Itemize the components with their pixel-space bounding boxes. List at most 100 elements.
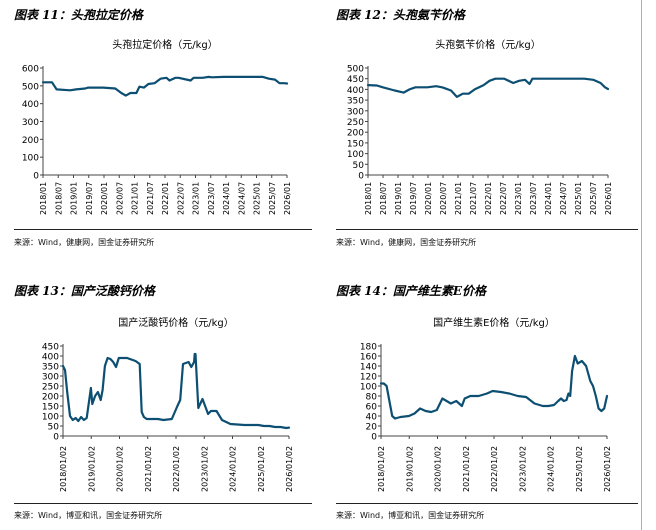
y-tick-label: 150 [42, 403, 59, 413]
x-tick-label: 2024/07 [559, 182, 568, 215]
y-tick-label: 400 [22, 100, 39, 110]
chart-title: 国产泛酸钙价格（元/kg） [118, 316, 234, 329]
divider-line [336, 503, 638, 504]
chart-fig11: 头孢拉定价格（元/kg） 0 100 200 300 400 500 600 2018/01 20… [22, 38, 292, 215]
y-tick-label: 600 [22, 65, 39, 75]
chart-source: 来源：Wind，博亚和讯，国金证券研究所 [336, 511, 485, 520]
x-tick-label: 2020/01/02 [116, 446, 125, 492]
x-tick-label: 2026/01 [604, 182, 613, 215]
x-tick-label: 2025/01/02 [257, 446, 266, 492]
x-tick-label: 2025/07 [589, 182, 598, 215]
x-tick-label: 2018/01 [39, 182, 48, 215]
y-tick-label: 400 [347, 86, 364, 96]
x-tick-label: 2020/01 [100, 182, 109, 215]
x-tick-label: 2022/01 [161, 182, 170, 215]
x-tick-label: 2023/01/02 [518, 446, 527, 492]
x-tick-label: 2022/01/02 [172, 446, 181, 492]
x-tick-label: 2023/07 [207, 182, 216, 215]
y-tick-label: 100 [360, 383, 377, 393]
y-tick-label: 200 [42, 393, 59, 403]
x-tick-label: 2018/01 [364, 182, 373, 215]
x-tick-label: 2018/01/02 [59, 446, 68, 492]
figure-label: 图表 12：头孢氨苄价格 [336, 8, 465, 22]
y-tick-label: 450 [347, 75, 364, 85]
x-tick-label: 2021/01 [454, 182, 463, 215]
x-tick-label: 2021/07 [146, 182, 155, 215]
x-tick-label: 2025/01 [253, 182, 262, 215]
x-tick-label: 2023/07 [529, 182, 538, 215]
chart-fig12: 头孢氨苄价格（元/kg） 0501001502002503003504004505… [347, 38, 613, 215]
page-edge-line [641, 0, 642, 530]
y-tick-label: 0 [371, 433, 377, 443]
chart-source: 来源：Wind，健康网，国金证券研究所 [336, 238, 477, 247]
x-tick-label: 2024/01 [544, 182, 553, 215]
x-tick-label: 2025/01/02 [575, 446, 584, 492]
x-tick-label: 2021/01/02 [144, 446, 153, 492]
x-tick-label: 2024/01 [222, 182, 231, 215]
y-tick-label: 40 [366, 413, 378, 423]
x-tick-label: 2019/01 [394, 182, 403, 215]
x-tick-label: 2019/01/02 [405, 446, 414, 492]
divider-line [14, 229, 312, 230]
y-tick-label: 100 [347, 150, 364, 160]
y-tick-label: 100 [22, 154, 39, 164]
series-line [379, 354, 609, 420]
x-tick-label: 2022/01/02 [490, 446, 499, 492]
x-tick-label: 2026/01 [283, 182, 292, 215]
x-tick-label: 2021/01/02 [462, 446, 471, 492]
x-tick-label: 2024/01/02 [547, 446, 556, 492]
x-tick-label: 2018/07 [379, 182, 388, 215]
chart-fig13: 国产泛酸钙价格（元/kg） 050100150200250300350400450… [42, 316, 294, 492]
x-tick-label: 2023/01 [192, 182, 201, 215]
y-tick-label: 140 [360, 363, 377, 373]
y-tick-label: 20 [366, 423, 378, 433]
x-tick-label: 2019/07 [85, 182, 94, 215]
series-line [366, 77, 610, 99]
y-tick-label: 350 [42, 363, 59, 373]
y-tick-label: 300 [347, 107, 364, 117]
y-tick-label: 100 [42, 413, 59, 423]
y-tick-label: 250 [347, 118, 364, 128]
figure-label: 图表 14：国产维生素E价格 [336, 284, 487, 298]
x-tick-label: 2020/01/02 [434, 446, 443, 492]
y-tick-label: 80 [366, 393, 378, 403]
y-tick-label: 250 [42, 383, 59, 393]
series-line [61, 352, 291, 430]
x-tick-label: 2025/07 [268, 182, 277, 215]
x-tick-label: 2019/07 [409, 182, 418, 215]
x-tick-label: 2019/01/02 [87, 446, 96, 492]
chart-source: 来源：Wind，健康网，国金证券研究所 [14, 238, 155, 247]
series-line [41, 75, 289, 97]
x-tick-label: 2019/01 [70, 182, 79, 215]
y-tick-label: 400 [42, 353, 59, 363]
y-tick-label: 200 [22, 136, 39, 146]
x-tick-label: 2024/01/02 [229, 446, 238, 492]
y-tick-label: 150 [347, 139, 364, 149]
divider-line [336, 229, 638, 230]
y-tick-label: 0 [33, 172, 39, 182]
x-tick-label: 2022/07 [499, 182, 508, 215]
x-tick-label: 2020/07 [115, 182, 124, 215]
x-tick-label: 2023/01/02 [200, 446, 209, 492]
x-tick-label: 2018/01/02 [377, 446, 386, 492]
x-tick-label: 2020/01 [424, 182, 433, 215]
x-tick-label: 2024/07 [237, 182, 246, 215]
x-tick-label: 2025/01 [574, 182, 583, 215]
y-tick-label: 60 [366, 403, 378, 413]
x-tick-label: 2026/01/02 [603, 446, 612, 492]
y-tick-label: 120 [360, 373, 377, 383]
y-tick-label: 0 [53, 433, 59, 443]
y-tick-label: 300 [42, 373, 59, 383]
y-tick-label: 50 [48, 423, 60, 433]
figure-label: 图表 11：头孢拉定价格 [14, 8, 143, 22]
x-tick-label: 2022/07 [176, 182, 185, 215]
x-tick-label: 2018/07 [54, 182, 63, 215]
y-tick-label: 200 [347, 129, 364, 139]
chart-title: 头孢拉定价格（元/kg） [112, 38, 218, 51]
chart-source: 来源：Wind，博亚和讯，国金证券研究所 [14, 511, 163, 520]
y-tick-label: 0 [358, 172, 364, 182]
divider-line [14, 503, 312, 504]
figure-label: 图表 13：国产泛酸钙价格 [14, 284, 155, 298]
y-tick-label: 350 [347, 97, 364, 107]
y-tick-label: 500 [22, 82, 39, 92]
